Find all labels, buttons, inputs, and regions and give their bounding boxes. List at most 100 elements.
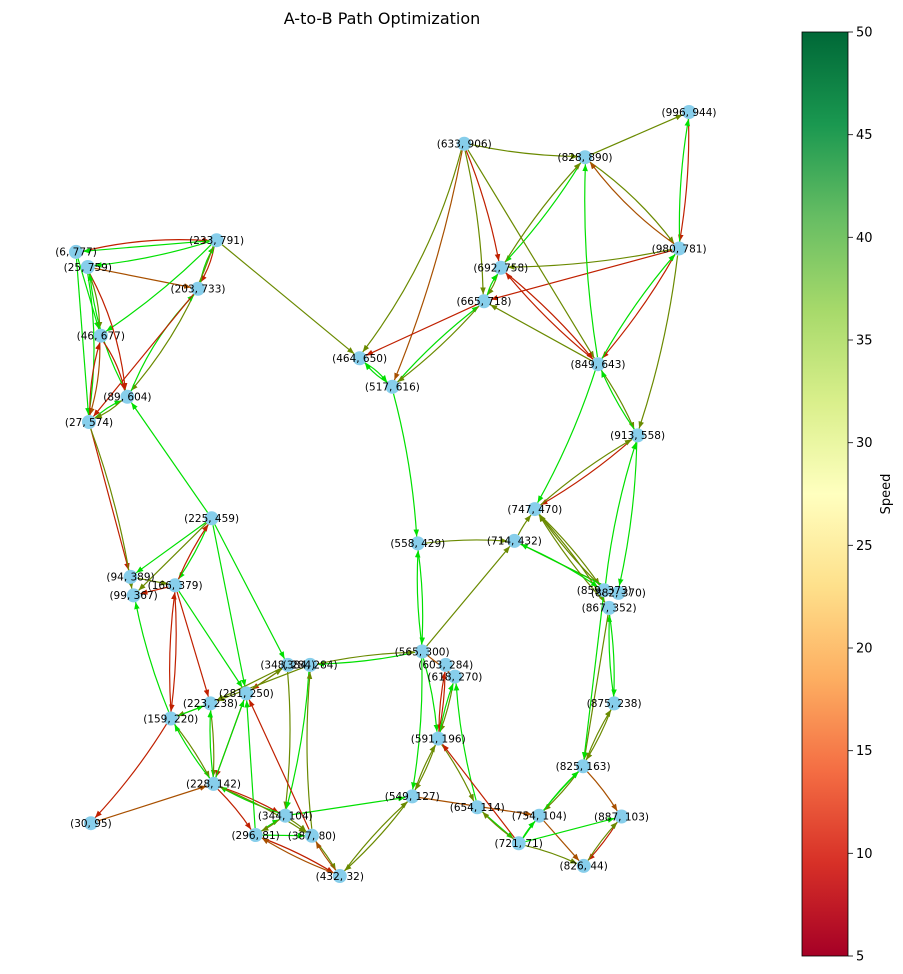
node — [191, 281, 205, 296]
colorbar-tick-label: 25 — [856, 539, 873, 554]
node-label: (882, 370) — [591, 588, 646, 600]
edge — [397, 305, 480, 383]
edge — [75, 258, 91, 416]
node-label: (887, 103) — [594, 811, 649, 823]
node — [69, 244, 83, 259]
node — [410, 536, 425, 551]
edge — [316, 651, 416, 667]
edge — [130, 294, 195, 392]
colorbar-gradient — [801, 31, 849, 957]
edge — [517, 514, 532, 536]
colorbar-tick-label: 35 — [856, 334, 873, 349]
node-label: (223, 238) — [183, 698, 238, 710]
node — [120, 389, 135, 404]
node — [332, 869, 347, 883]
node-label: (203, 733) — [171, 284, 226, 296]
edge — [169, 592, 177, 712]
edge — [525, 845, 578, 865]
node — [578, 150, 592, 165]
node — [168, 578, 183, 593]
edge — [292, 795, 406, 816]
node-label: (387, 80) — [288, 831, 336, 843]
edge — [414, 550, 423, 645]
edge — [94, 400, 122, 419]
node — [82, 415, 96, 429]
node-label: (432, 32) — [316, 871, 364, 883]
edge — [600, 369, 635, 430]
edge — [482, 811, 514, 840]
node-label: (875, 238) — [587, 698, 642, 710]
node-label: (867, 352) — [582, 603, 637, 615]
edge — [285, 671, 310, 809]
node-label: (166, 379) — [148, 580, 203, 592]
node-label: (228, 142) — [186, 779, 241, 791]
node-label: (296, 81) — [231, 830, 279, 842]
edge — [589, 161, 675, 245]
edge — [538, 513, 601, 586]
node — [493, 260, 508, 275]
edge — [505, 272, 594, 360]
edge — [219, 786, 307, 834]
edge — [344, 801, 408, 872]
node — [303, 657, 318, 672]
edge — [507, 248, 673, 270]
labels-layer: (6, 777) (25, 759) (233, 791) (203, 733) (46… — [55, 107, 716, 883]
edge — [105, 244, 212, 332]
colorbar-tick-label: 30 — [856, 436, 873, 451]
colorbar-tick-label: 40 — [856, 231, 873, 246]
chart-title: A-to-B Path Optimization — [284, 9, 481, 28]
node-label: (565, 300) — [395, 646, 450, 658]
edge — [215, 699, 245, 778]
edge — [540, 438, 633, 506]
node-label: (591, 196) — [411, 733, 466, 745]
edge — [587, 821, 618, 861]
node — [80, 260, 95, 274]
edge — [82, 240, 210, 254]
nodes-layer — [69, 105, 696, 883]
node-label: (99, 367) — [109, 590, 157, 602]
edge — [426, 545, 511, 647]
edge — [585, 709, 612, 761]
node — [611, 585, 626, 600]
edge — [174, 724, 211, 779]
node-label: (747, 470) — [507, 504, 562, 516]
node-label: (633, 906) — [437, 139, 492, 151]
node — [457, 136, 472, 151]
edge — [582, 164, 599, 358]
edge — [489, 304, 593, 362]
node-label: (233, 791) — [189, 235, 244, 247]
edge — [130, 246, 214, 392]
edge — [465, 150, 501, 262]
edge — [344, 801, 408, 872]
node — [591, 357, 605, 372]
node — [447, 669, 462, 684]
node-label: (828, 890) — [558, 152, 613, 164]
edge — [217, 788, 252, 830]
node — [304, 828, 319, 843]
edge — [504, 162, 582, 263]
edge — [442, 743, 515, 839]
edge — [90, 428, 130, 571]
edge — [221, 244, 355, 355]
edge — [199, 246, 215, 283]
node-label: (665, 718) — [457, 296, 512, 308]
edge — [251, 668, 283, 690]
node-label: (996, 944) — [662, 107, 717, 119]
edge — [94, 723, 168, 819]
edges-layer — [75, 114, 691, 874]
edge — [177, 524, 209, 580]
node — [248, 828, 263, 842]
edge — [261, 837, 334, 874]
node — [163, 711, 178, 726]
node-label: (654, 114) — [450, 802, 505, 814]
node-label: (348, 284) — [260, 660, 315, 672]
node — [280, 657, 295, 672]
edge — [244, 700, 256, 829]
node — [507, 533, 522, 548]
edge — [89, 342, 101, 416]
node — [239, 686, 254, 701]
edge — [94, 267, 192, 289]
edge — [486, 273, 499, 296]
edge — [397, 305, 480, 383]
